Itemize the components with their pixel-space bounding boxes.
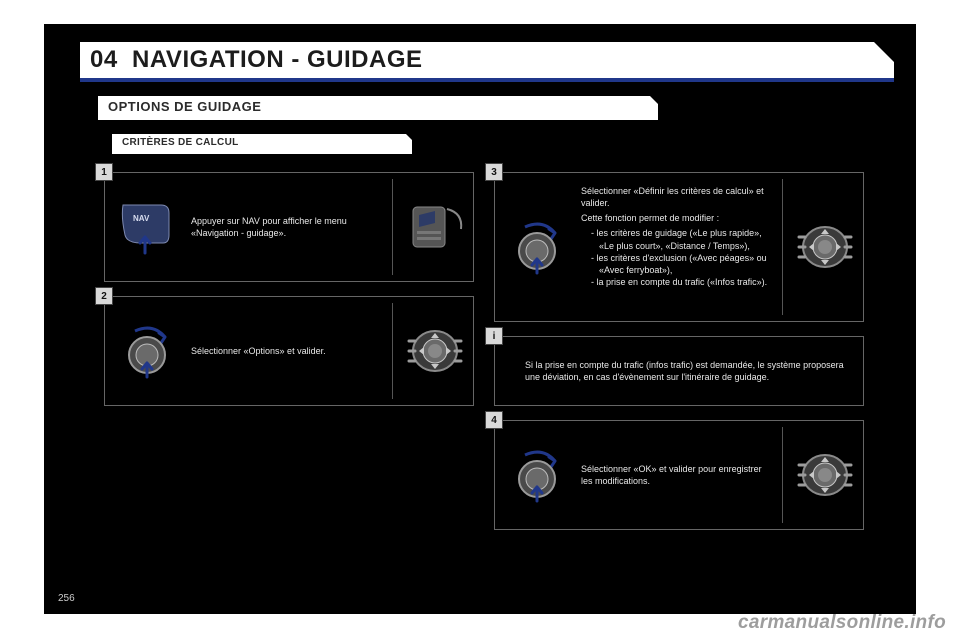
page-number: 256 xyxy=(58,593,75,604)
step-badge: 1 xyxy=(95,163,113,181)
manual-page: 04 NAVIGATION - GUIDAGE OPTIONS DE GUIDA… xyxy=(44,24,916,614)
step-badge: 2 xyxy=(95,287,113,305)
step-3: 3 Sélectionner «Définir les critères de … xyxy=(494,172,864,322)
step3-intro: Sélectionner «Définir les critères de ca… xyxy=(581,185,773,209)
panel-divider xyxy=(782,427,783,523)
chapter-title-text: NAVIGATION - GUIDAGE xyxy=(132,46,422,73)
control-wheel-icon xyxy=(405,321,465,381)
step3-bullets: les critères de guidage («Le plus rapide… xyxy=(591,227,773,288)
panel-divider xyxy=(392,179,393,275)
watermark: carmanualsonline.info xyxy=(738,612,946,634)
control-wheel-icon xyxy=(795,217,855,277)
step-badge: 3 xyxy=(485,163,503,181)
nav-button-icon: NAV xyxy=(119,199,175,255)
rotary-dial-icon xyxy=(509,219,565,275)
nav-panel-icon xyxy=(405,197,465,257)
chapter-title-tab: 04 NAVIGATION - GUIDAGE xyxy=(80,42,894,82)
section-title: OPTIONS DE GUIDAGE xyxy=(108,99,261,114)
section-tab: OPTIONS DE GUIDAGE xyxy=(98,96,798,120)
info-text: Si la prise en compte du trafic (infos t… xyxy=(525,359,849,383)
bullet: les critères d'exclusion («Avec péages» … xyxy=(591,252,773,276)
step-4: 4 Sélectionner «OK» et valider pour enre… xyxy=(494,420,864,530)
step-text: Appuyer sur NAV pour afficher le menu «N… xyxy=(191,215,383,239)
panel-divider xyxy=(392,303,393,399)
chapter-title: 04 NAVIGATION - GUIDAGE xyxy=(90,46,423,74)
step-1: 1 NAV Appuyer sur NAV pour afficher le m… xyxy=(104,172,474,282)
step-2: 2 Sélectionner «Options» et valider. xyxy=(104,296,474,406)
subsection-tab: CRITÈRES DE CALCUL xyxy=(112,134,472,154)
info-badge: i xyxy=(485,327,503,345)
step-badge: 4 xyxy=(485,411,503,429)
steps-right-column: 3 Sélectionner «Définir les critères de … xyxy=(494,172,864,544)
step-text: Sélectionner «Définir les critères de ca… xyxy=(581,185,773,288)
chapter-number: 04 xyxy=(90,46,118,73)
step-info: i Si la prise en compte du trafic (infos… xyxy=(494,336,864,406)
step3-sub: Cette fonction permet de modifier : xyxy=(581,212,773,224)
subsection-title: CRITÈRES DE CALCUL xyxy=(122,137,239,148)
panel-divider xyxy=(782,179,783,315)
control-wheel-icon xyxy=(795,445,855,505)
step-text: Sélectionner «Options» et valider. xyxy=(191,345,383,357)
bullet: la prise en compte du trafic («Infos tra… xyxy=(591,276,773,288)
step-text: Sélectionner «OK» et valider pour enregi… xyxy=(581,463,773,487)
svg-text:NAV: NAV xyxy=(133,214,150,223)
rotary-dial-icon xyxy=(509,447,565,503)
bullet: les critères de guidage («Le plus rapide… xyxy=(591,227,773,251)
rotary-dial-icon xyxy=(119,323,175,379)
steps-left-column: 1 NAV Appuyer sur NAV pour afficher le m… xyxy=(104,172,474,420)
